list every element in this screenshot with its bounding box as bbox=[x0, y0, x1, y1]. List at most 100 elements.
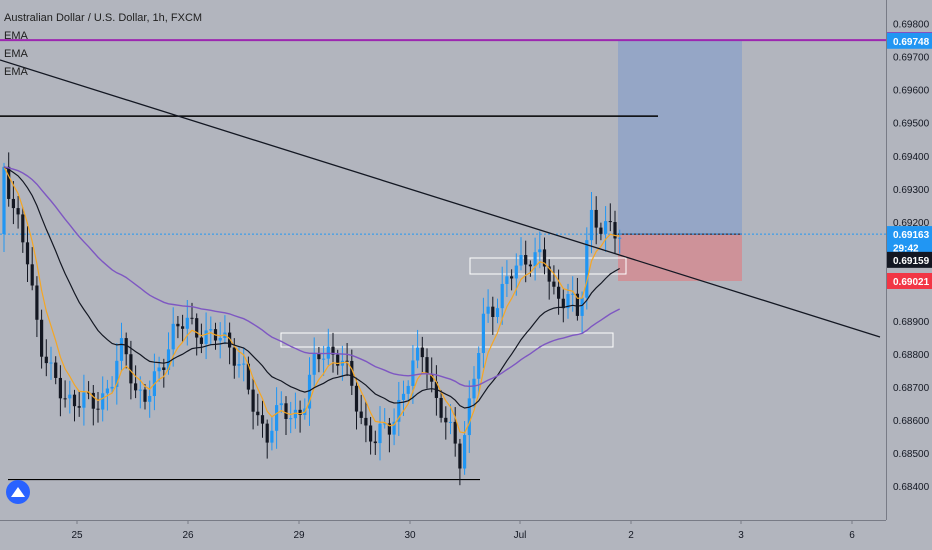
candle[interactable] bbox=[604, 221, 608, 234]
candle[interactable] bbox=[500, 283, 504, 309]
candle[interactable] bbox=[618, 237, 622, 239]
ema-legend-2[interactable]: EMA bbox=[4, 48, 28, 60]
candle[interactable] bbox=[350, 360, 354, 386]
zone-box-2[interactable] bbox=[280, 332, 614, 348]
candle[interactable] bbox=[416, 347, 420, 361]
plot-area[interactable] bbox=[0, 0, 886, 520]
candle[interactable] bbox=[453, 421, 457, 444]
candle[interactable] bbox=[477, 353, 481, 379]
candle[interactable] bbox=[298, 409, 302, 415]
candle[interactable] bbox=[49, 362, 53, 364]
candle[interactable] bbox=[195, 318, 199, 338]
target-zone[interactable] bbox=[618, 40, 742, 235]
candle[interactable] bbox=[44, 356, 48, 364]
candle[interactable] bbox=[35, 285, 39, 320]
candle[interactable] bbox=[472, 378, 476, 399]
tradingview-logo-icon[interactable] bbox=[6, 480, 30, 504]
candle[interactable] bbox=[54, 362, 58, 378]
candle[interactable] bbox=[542, 249, 547, 267]
candle[interactable] bbox=[58, 377, 62, 399]
ema-mid-line[interactable] bbox=[3, 166, 620, 409]
candle[interactable] bbox=[87, 392, 91, 394]
candle[interactable] bbox=[270, 430, 274, 443]
candle[interactable] bbox=[505, 276, 509, 284]
candle[interactable] bbox=[608, 221, 612, 223]
candle[interactable] bbox=[260, 415, 265, 424]
candle[interactable] bbox=[25, 242, 30, 265]
candle[interactable] bbox=[599, 227, 603, 234]
candle[interactable] bbox=[68, 394, 72, 399]
candle[interactable] bbox=[575, 293, 579, 316]
candle[interactable] bbox=[171, 323, 175, 350]
candle[interactable] bbox=[613, 222, 617, 239]
candle[interactable] bbox=[369, 425, 373, 442]
candle[interactable] bbox=[166, 349, 171, 370]
candle[interactable] bbox=[336, 354, 340, 366]
candle[interactable] bbox=[594, 209, 598, 228]
ema-legend-1[interactable]: EMA bbox=[4, 30, 28, 42]
candle[interactable] bbox=[401, 393, 406, 400]
candle[interactable] bbox=[21, 214, 25, 243]
candle[interactable] bbox=[40, 319, 44, 357]
candle[interactable] bbox=[181, 326, 185, 329]
candle[interactable] bbox=[265, 423, 269, 443]
candle[interactable] bbox=[571, 293, 575, 295]
candle[interactable] bbox=[510, 276, 514, 279]
candle[interactable] bbox=[96, 408, 100, 410]
candle[interactable] bbox=[481, 313, 485, 354]
price-badge[interactable] bbox=[887, 251, 932, 268]
price-badge[interactable] bbox=[887, 272, 932, 289]
candle[interactable] bbox=[138, 389, 142, 391]
ema-slow-line[interactable] bbox=[3, 166, 621, 388]
candle[interactable] bbox=[463, 435, 467, 469]
candle[interactable] bbox=[237, 364, 241, 366]
candle[interactable] bbox=[589, 209, 594, 241]
candle[interactable] bbox=[378, 423, 382, 444]
candle[interactable] bbox=[30, 264, 34, 286]
candle[interactable] bbox=[322, 358, 326, 360]
candle[interactable] bbox=[354, 385, 359, 412]
trendline[interactable] bbox=[0, 59, 881, 338]
candle[interactable] bbox=[533, 252, 537, 267]
candle[interactable] bbox=[124, 338, 128, 355]
candle[interactable] bbox=[63, 398, 67, 400]
candle[interactable] bbox=[242, 363, 246, 365]
candle[interactable] bbox=[383, 423, 387, 425]
candle[interactable] bbox=[2, 166, 6, 234]
candle[interactable] bbox=[439, 397, 443, 418]
candle[interactable] bbox=[444, 417, 448, 423]
candle[interactable] bbox=[524, 255, 528, 265]
price-badge[interactable] bbox=[887, 32, 932, 49]
candle[interactable] bbox=[185, 317, 189, 329]
candle[interactable] bbox=[204, 330, 208, 344]
candle[interactable] bbox=[307, 374, 312, 409]
ema-fast-line[interactable] bbox=[3, 166, 620, 434]
candle[interactable] bbox=[557, 286, 561, 299]
candle[interactable] bbox=[162, 367, 166, 370]
candle[interactable] bbox=[119, 338, 124, 361]
candle[interactable] bbox=[101, 393, 105, 410]
candle[interactable] bbox=[105, 388, 109, 394]
candle[interactable] bbox=[552, 281, 556, 287]
candle[interactable] bbox=[72, 394, 77, 407]
candle[interactable] bbox=[176, 323, 180, 327]
candle[interactable] bbox=[110, 386, 114, 389]
candle[interactable] bbox=[411, 360, 415, 386]
candle[interactable] bbox=[373, 441, 377, 444]
candle[interactable] bbox=[448, 421, 453, 423]
candle[interactable] bbox=[157, 367, 161, 372]
candle[interactable] bbox=[495, 308, 500, 318]
candle[interactable] bbox=[228, 332, 232, 348]
candle[interactable] bbox=[143, 389, 147, 402]
candle[interactable] bbox=[331, 346, 335, 355]
candle[interactable] bbox=[11, 198, 15, 209]
candle[interactable] bbox=[467, 398, 471, 436]
candle[interactable] bbox=[486, 306, 490, 314]
candle[interactable] bbox=[251, 389, 255, 412]
candle[interactable] bbox=[397, 399, 401, 422]
candle[interactable] bbox=[293, 409, 297, 419]
candle[interactable] bbox=[585, 240, 589, 298]
candle[interactable] bbox=[218, 337, 222, 341]
